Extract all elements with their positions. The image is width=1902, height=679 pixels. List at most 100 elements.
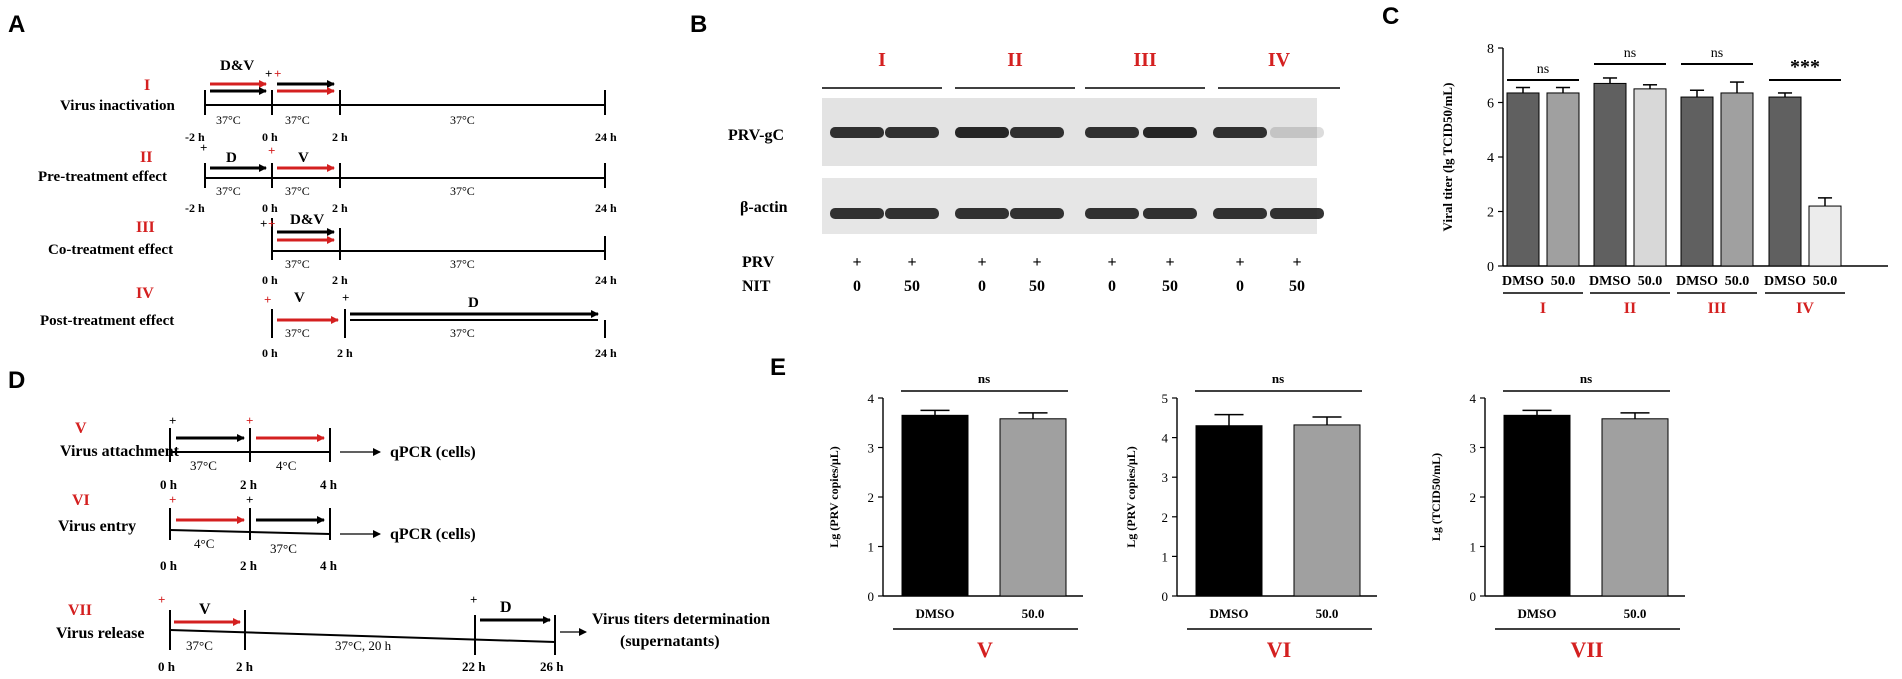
- panel-d-row-v: V Virus attachment + + 37°C 4°C 0 h 2 h …: [60, 413, 476, 492]
- row-label-nit: NIT: [742, 278, 771, 295]
- temp: 37°C: [270, 541, 297, 556]
- panel-a-row-1: I Virus inactivation D&V + + 37°C 37°C 3…: [60, 58, 617, 144]
- temp: 37°C: [216, 113, 241, 127]
- temp: 37°C: [450, 184, 475, 198]
- bar: [1546, 92, 1580, 267]
- blot-group-label: IV: [1268, 49, 1291, 71]
- chart-c: 0 2 4 6 8 Viral titer (lg TCID50/mL) DMSO 50.0 D…: [1440, 42, 1888, 317]
- prv-sign: +: [1165, 254, 1174, 271]
- gc-band: [955, 127, 1009, 138]
- y-axis-title: Lg (TCID50/mL): [1429, 453, 1443, 541]
- western-blot: PRV-gC β-actin PRV NIT I II III IV+0+50+0+5…: [728, 49, 1340, 295]
- category-label: DMSO: [1502, 274, 1544, 289]
- gc-band: [830, 127, 884, 138]
- plus-mark: +: [200, 140, 207, 155]
- bar: [901, 414, 969, 597]
- prv-sign: +: [1292, 254, 1301, 271]
- band-label-gc: PRV-gC: [728, 127, 784, 144]
- temp: 37°C: [186, 638, 213, 653]
- category-label: 50.0: [1725, 274, 1750, 289]
- actin-band: [1143, 208, 1197, 219]
- bar: [1808, 205, 1842, 267]
- gc-band: [1143, 127, 1197, 138]
- y-tick-label: 6: [1487, 97, 1494, 112]
- group-label: III: [1708, 300, 1727, 317]
- blot-group-label: I: [878, 49, 886, 71]
- plus-mark: +: [246, 492, 253, 507]
- y-tick-label: 0: [1162, 589, 1169, 604]
- row-roman: IV: [136, 285, 154, 302]
- bar: [1680, 96, 1714, 267]
- row-name: Pre-treatment effect: [38, 169, 167, 185]
- plus-mark: +: [169, 413, 176, 428]
- bar: [1195, 425, 1263, 597]
- temp: 37°C: [285, 326, 310, 340]
- time: 2 h: [236, 659, 254, 674]
- y-tick-label: 3: [1470, 441, 1477, 456]
- actin-band: [885, 208, 939, 219]
- significance-label: ns: [1624, 46, 1636, 61]
- time: 24 h: [595, 201, 617, 215]
- time: 2 h: [332, 201, 348, 215]
- temp: 37°C: [216, 184, 241, 198]
- time: 0 h: [262, 346, 278, 360]
- bar: [1601, 418, 1669, 597]
- time: 24 h: [595, 130, 617, 144]
- y-tick-label: 0: [868, 589, 875, 604]
- y-tick-label: 4: [1162, 431, 1169, 446]
- panel-d-label: D: [8, 367, 25, 394]
- group-label: I: [1540, 300, 1546, 317]
- panel-e-label: E: [770, 354, 786, 381]
- group-label: IV: [1796, 300, 1814, 317]
- y-tick-label: 2: [1162, 510, 1169, 525]
- prv-sign: +: [977, 254, 986, 271]
- plus-mark-red: +: [158, 592, 165, 607]
- significance-label: ns: [1537, 62, 1549, 77]
- bar: [1293, 424, 1361, 597]
- category-label: DMSO: [1764, 274, 1806, 289]
- gc-band: [1085, 127, 1139, 138]
- time: 4 h: [320, 558, 338, 573]
- temp: 37°C: [190, 458, 217, 473]
- row-name: Co-treatment effect: [48, 242, 173, 258]
- y-tick-label: 1: [868, 540, 875, 555]
- time: 24 h: [595, 273, 617, 287]
- prv-sign: +: [907, 254, 916, 271]
- gc-band: [1270, 127, 1324, 138]
- arrow-label: D: [226, 150, 237, 166]
- arrow-label: D&V: [290, 212, 324, 228]
- y-tick-label: 2: [1487, 206, 1494, 221]
- temp: 37°C: [285, 184, 310, 198]
- nit-dose: 50: [1162, 278, 1178, 295]
- arrow-label: D&V: [220, 58, 254, 74]
- chart-e-v: 0 1 2 3 4 Lg (PRV copies/μL) DMSO 50.0 ns V: [827, 371, 1083, 662]
- y-axis-title: Viral titer (lg TCID50/mL): [1440, 83, 1455, 232]
- category-label: DMSO: [1589, 274, 1631, 289]
- time: 0 h: [262, 130, 278, 144]
- plus-mark: +: [342, 290, 349, 305]
- y-tick-label: 0: [1470, 589, 1477, 604]
- actin-band: [1085, 208, 1139, 219]
- y-tick-label: 2: [1470, 490, 1477, 505]
- actin-band: [830, 208, 884, 219]
- output-label: qPCR (cells): [390, 444, 476, 461]
- temp: 37°C: [450, 257, 475, 271]
- row-name: Virus entry: [58, 518, 136, 535]
- time: 2 h: [240, 477, 258, 492]
- bar: [999, 418, 1067, 597]
- nit-dose: 0: [1236, 278, 1244, 295]
- y-tick-label: 4: [1470, 391, 1477, 406]
- output-label: qPCR (cells): [390, 526, 476, 543]
- bar: [1633, 88, 1667, 267]
- actin-band: [1270, 208, 1324, 219]
- temp: 4°C: [276, 458, 296, 473]
- panel-a-row-4: IV Post-treatment effect + V + D 37°C 37…: [40, 285, 617, 360]
- panel-a-row-3: III Co-treatment effect + + D&V 37°C 37°…: [48, 212, 617, 287]
- panel-d-row-vii: VII Virus release + V + D 37°C 37°C, 20 …: [56, 592, 770, 674]
- blot-group-label: III: [1133, 49, 1157, 71]
- panel-d-row-vi: VI Virus entry + + 4°C 37°C 0 h 2 h 4 h …: [58, 492, 476, 573]
- time: 0 h: [160, 558, 178, 573]
- gc-band: [1010, 127, 1064, 138]
- row-name: Virus attachment: [60, 443, 180, 460]
